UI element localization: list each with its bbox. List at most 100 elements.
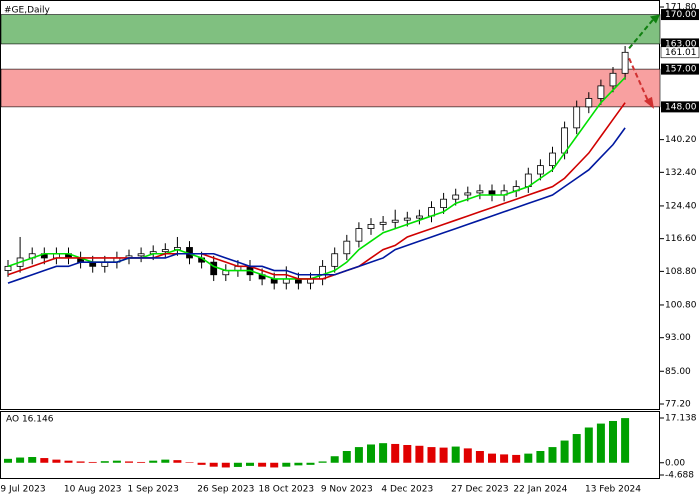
ao-bar xyxy=(548,447,557,463)
level-label: 170.00 xyxy=(665,10,697,20)
y-tick-label: 124.40 xyxy=(665,201,697,211)
ao-bar xyxy=(621,418,630,463)
level-label: 157.00 xyxy=(665,65,697,75)
y-tick-label: 132.40 xyxy=(665,168,697,178)
last-price-box xyxy=(660,46,700,59)
x-tick-label: 22 Jan 2024 xyxy=(513,485,567,495)
ao-bar xyxy=(221,462,230,468)
candle-body xyxy=(391,219,399,223)
ao-bar xyxy=(342,451,351,463)
ao-bar xyxy=(379,443,388,463)
ao-bar xyxy=(112,460,121,463)
ao-bar xyxy=(609,420,617,463)
ao-bar xyxy=(270,462,279,468)
y-tick-label: -4.688 xyxy=(665,471,694,481)
candle-body xyxy=(355,228,363,242)
candle-body xyxy=(343,240,351,255)
main-frame xyxy=(0,0,660,410)
ao-bar xyxy=(354,447,363,463)
ao-bar xyxy=(500,454,509,463)
ao-bar xyxy=(475,451,484,463)
zone xyxy=(0,14,661,45)
ao-bar xyxy=(330,456,339,463)
ao-bar xyxy=(415,445,424,463)
candle-body xyxy=(537,165,544,175)
candle-body xyxy=(452,194,460,200)
candle-body xyxy=(331,253,339,267)
ao-bar xyxy=(524,453,533,463)
y-tick-label: 140.20 xyxy=(665,135,697,145)
candle-body xyxy=(319,265,327,280)
level-label: 148.00 xyxy=(665,102,697,112)
ao-bar xyxy=(451,446,460,463)
x-tick-label: 4 Dec 2023 xyxy=(381,485,433,495)
level-box xyxy=(661,101,699,113)
x-tick-label: 10 Aug 2023 xyxy=(64,485,122,495)
candle-body xyxy=(549,152,556,167)
y-tick-label: 100.80 xyxy=(665,300,697,310)
x-tick-label: 1 Sep 2023 xyxy=(128,485,179,495)
ao-bar xyxy=(572,434,581,463)
ao-bar xyxy=(512,454,521,463)
y-tick-label: 108.80 xyxy=(665,267,697,277)
ao-bar xyxy=(427,447,436,463)
ao-bar xyxy=(173,460,182,463)
candle-body xyxy=(415,215,423,219)
arrow-head-up xyxy=(650,14,660,24)
ao-bar xyxy=(28,457,37,463)
candle-body xyxy=(440,198,448,208)
ao-bar xyxy=(246,462,254,466)
candle-body xyxy=(464,192,472,196)
ao-bar xyxy=(403,444,412,463)
level-box xyxy=(661,9,699,21)
moving-average xyxy=(7,127,626,284)
candle-body xyxy=(210,261,218,276)
x-tick-label: 13 Feb 2024 xyxy=(585,485,641,495)
target-arrow-up xyxy=(628,17,655,49)
ao-bar xyxy=(294,462,303,466)
y-tick-label: 77.20 xyxy=(665,400,691,410)
ao-bar xyxy=(52,459,61,463)
ao-bar xyxy=(463,448,472,463)
moving-average xyxy=(7,102,626,280)
last-price-label: 161.01 xyxy=(665,48,697,58)
ao-bar xyxy=(391,443,400,463)
candle-body xyxy=(609,72,617,87)
ao-bar xyxy=(488,453,496,463)
y-tick-label: 116.60 xyxy=(665,234,697,244)
ao-bar xyxy=(161,459,170,463)
ao-bar xyxy=(185,462,194,463)
chart-title: #GE,Daily xyxy=(4,6,51,16)
ao-bar xyxy=(560,440,569,463)
ao-bar xyxy=(596,423,605,463)
x-tick-label: 27 Dec 2023 xyxy=(451,485,509,495)
ao-bar xyxy=(149,460,158,463)
candle-body xyxy=(379,221,387,225)
ao-bar xyxy=(536,451,545,463)
ao-title: AO 16.146 xyxy=(6,415,54,425)
level-box xyxy=(661,63,699,75)
x-tick-label: 18 Oct 2023 xyxy=(258,485,314,495)
ao-bar xyxy=(100,461,109,463)
y-tick-label: 171.80 xyxy=(665,3,697,13)
ao-frame xyxy=(0,411,660,479)
ao-bar xyxy=(137,461,146,463)
candle-body xyxy=(476,190,484,194)
x-tick-label: 26 Sep 2023 xyxy=(197,485,254,495)
candle-body xyxy=(161,249,169,253)
ao-bar xyxy=(88,461,97,463)
ao-bar xyxy=(306,462,315,465)
x-tick-label: 9 Nov 2023 xyxy=(321,485,373,495)
ao-bar xyxy=(40,458,49,463)
zone xyxy=(0,68,661,108)
ao-bar xyxy=(16,457,25,463)
ao-bar xyxy=(4,458,12,463)
y-tick-label: 0.00 xyxy=(665,458,685,468)
ao-bar xyxy=(282,462,291,467)
candle-body xyxy=(137,253,145,257)
ao-bar xyxy=(76,461,85,463)
candle-body xyxy=(573,106,581,129)
level-label: 163.00 xyxy=(665,39,697,49)
